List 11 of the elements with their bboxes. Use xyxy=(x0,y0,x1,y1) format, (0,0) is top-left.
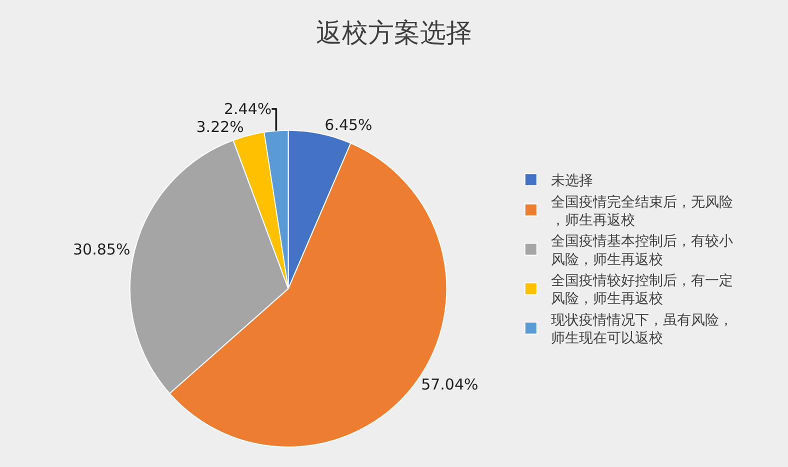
data-label: 2.44% xyxy=(224,100,272,118)
legend-label: 全国疫情完全结束后，无风险，师生再返校 xyxy=(550,194,733,228)
legend-label: 未选择 xyxy=(550,173,593,190)
data-label: 3.22% xyxy=(196,118,244,136)
data-label: 57.04% xyxy=(421,376,478,394)
legend-label: 全国疫情较好控制后，有一定风险，师生再返校 xyxy=(550,273,733,308)
legend-label: 全国疫情基本控制后，有较小风险，师生再返校 xyxy=(550,234,733,268)
data-label: 30.85% xyxy=(73,240,130,259)
data-label: 6.45% xyxy=(324,116,372,134)
legend-label: 现状疫情情况下，虽有风险，师生现在可以返校 xyxy=(550,312,733,347)
chart-title: 返校方案选择 xyxy=(316,18,472,49)
